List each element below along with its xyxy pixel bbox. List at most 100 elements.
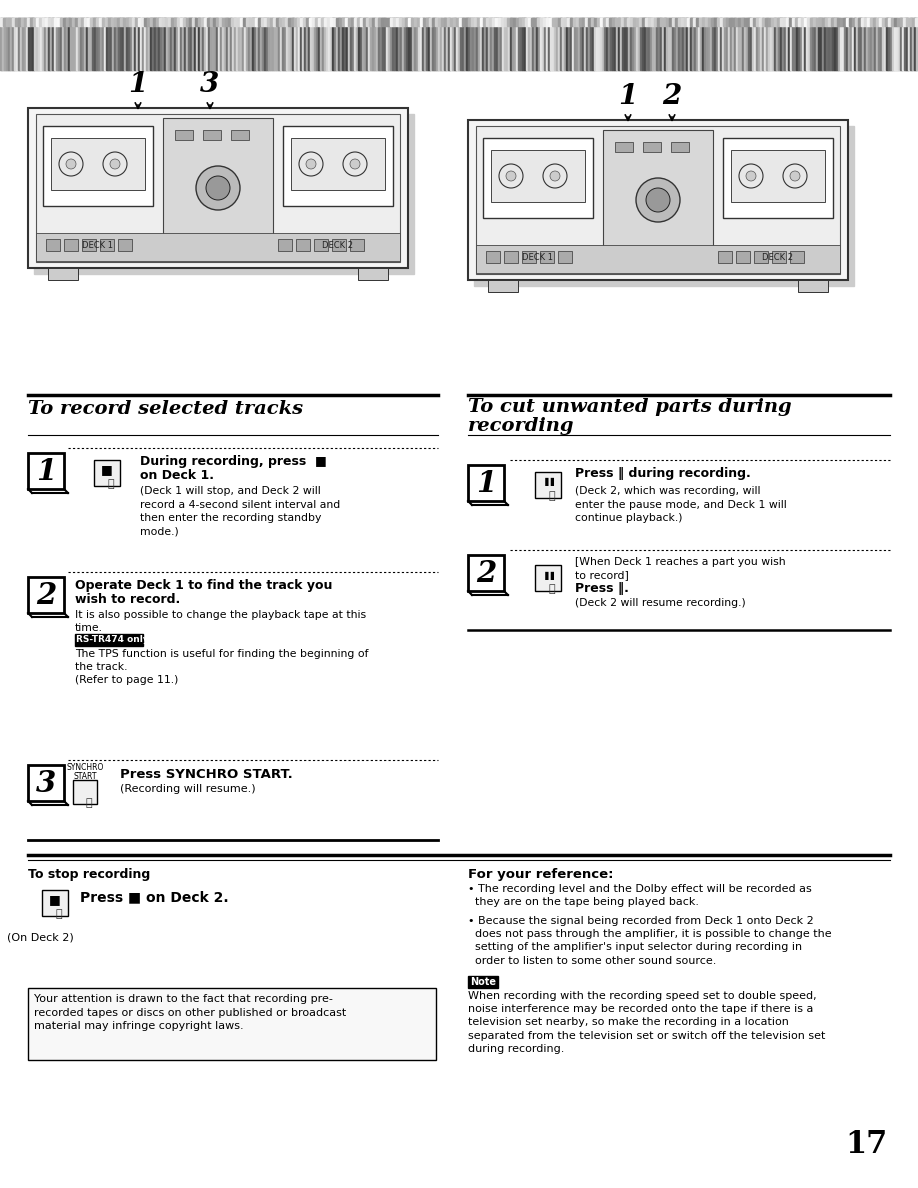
Bar bbox=[876, 18, 878, 70]
Bar bbox=[448, 18, 450, 70]
Bar bbox=[820, 18, 822, 70]
Bar bbox=[466, 18, 468, 70]
Bar bbox=[276, 18, 279, 26]
Bar bbox=[312, 18, 314, 70]
Bar bbox=[364, 18, 366, 70]
Bar bbox=[46, 239, 60, 251]
Bar bbox=[750, 18, 753, 26]
Bar bbox=[324, 18, 326, 70]
Bar bbox=[231, 18, 234, 26]
Bar bbox=[723, 138, 833, 219]
Bar bbox=[828, 18, 831, 26]
Bar bbox=[728, 18, 730, 70]
Bar bbox=[270, 18, 273, 26]
Bar bbox=[806, 18, 808, 70]
Bar bbox=[218, 18, 220, 70]
Bar bbox=[550, 18, 552, 70]
Bar bbox=[118, 18, 120, 70]
Bar bbox=[696, 18, 698, 70]
Bar bbox=[594, 18, 596, 70]
Bar bbox=[573, 18, 576, 26]
Bar bbox=[536, 18, 538, 70]
Bar bbox=[638, 18, 640, 70]
Bar bbox=[734, 18, 736, 70]
Bar bbox=[162, 18, 165, 26]
Bar bbox=[252, 18, 255, 26]
Circle shape bbox=[636, 178, 680, 222]
Bar bbox=[892, 18, 894, 70]
Bar bbox=[204, 18, 207, 26]
Text: 👆: 👆 bbox=[56, 909, 62, 920]
Bar bbox=[771, 18, 774, 26]
Bar bbox=[870, 18, 872, 70]
Bar bbox=[600, 18, 602, 70]
Bar bbox=[760, 18, 762, 70]
Bar bbox=[600, 18, 603, 26]
Bar bbox=[116, 18, 118, 70]
Bar bbox=[300, 18, 302, 70]
Bar bbox=[615, 143, 633, 152]
Bar bbox=[282, 18, 284, 70]
Bar bbox=[669, 18, 672, 26]
Bar bbox=[718, 251, 732, 263]
Bar bbox=[480, 18, 482, 70]
Bar bbox=[66, 18, 69, 26]
Bar bbox=[82, 18, 84, 70]
Bar bbox=[894, 18, 896, 70]
Bar bbox=[153, 18, 156, 26]
Bar bbox=[96, 18, 98, 70]
Bar bbox=[360, 18, 363, 26]
Bar bbox=[858, 18, 860, 70]
Bar bbox=[489, 18, 492, 26]
Bar bbox=[322, 18, 324, 70]
Text: (Deck 2, which was recording, will
enter the pause mode, and Deck 1 will
continu: (Deck 2, which was recording, will enter… bbox=[575, 486, 787, 523]
Bar bbox=[184, 18, 186, 70]
Bar bbox=[810, 18, 812, 70]
Bar bbox=[828, 18, 830, 70]
Bar bbox=[706, 18, 708, 70]
Bar bbox=[144, 18, 147, 26]
Bar bbox=[328, 18, 330, 70]
Bar bbox=[738, 18, 740, 70]
Bar bbox=[326, 18, 328, 70]
Text: (On Deck 2): (On Deck 2) bbox=[6, 933, 73, 943]
Bar bbox=[34, 114, 414, 274]
Bar bbox=[314, 239, 328, 251]
Bar bbox=[20, 18, 22, 70]
Bar bbox=[264, 18, 266, 70]
Bar bbox=[3, 18, 6, 26]
Bar bbox=[866, 18, 868, 70]
Bar bbox=[537, 18, 540, 26]
Text: The TPS function is useful for finding the beginning of
the track.
(Refer to pag: The TPS function is useful for finding t… bbox=[75, 649, 368, 685]
Circle shape bbox=[506, 171, 516, 181]
Bar bbox=[262, 18, 264, 70]
Bar bbox=[836, 18, 838, 70]
Bar bbox=[190, 18, 192, 70]
Bar bbox=[519, 18, 522, 26]
Bar bbox=[231, 129, 249, 140]
Bar bbox=[282, 18, 285, 26]
Bar bbox=[172, 18, 174, 70]
Bar bbox=[28, 18, 30, 70]
Bar bbox=[528, 18, 530, 70]
Bar bbox=[480, 18, 483, 26]
Text: Note: Note bbox=[470, 977, 496, 987]
Bar bbox=[534, 18, 537, 26]
Bar bbox=[24, 18, 27, 26]
Bar bbox=[60, 18, 62, 70]
Text: on Deck 1.: on Deck 1. bbox=[140, 469, 214, 482]
Bar bbox=[858, 18, 861, 26]
Text: DECK 1: DECK 1 bbox=[83, 241, 114, 249]
Bar bbox=[714, 18, 716, 70]
Bar bbox=[18, 18, 20, 70]
Bar bbox=[54, 18, 57, 26]
Bar bbox=[15, 18, 18, 26]
Bar bbox=[894, 18, 897, 26]
Bar bbox=[51, 18, 54, 26]
Bar bbox=[147, 18, 150, 26]
Bar bbox=[378, 18, 381, 26]
Bar bbox=[510, 18, 513, 26]
Bar bbox=[48, 18, 51, 26]
Bar bbox=[100, 239, 114, 251]
Bar bbox=[135, 18, 138, 26]
